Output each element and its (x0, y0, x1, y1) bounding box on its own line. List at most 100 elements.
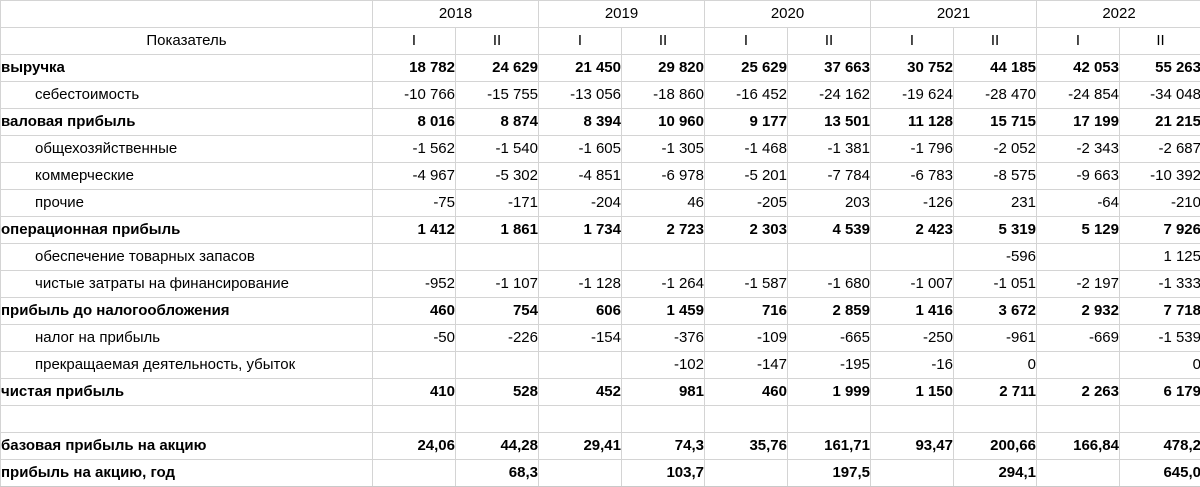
value-cell[interactable]: -2 687 (1119, 135, 1200, 163)
value-cell[interactable]: -9 663 (1036, 162, 1120, 190)
half-header[interactable]: II (455, 27, 539, 55)
value-cell[interactable] (870, 405, 954, 433)
value-cell[interactable]: 8 016 (372, 108, 456, 136)
value-cell[interactable]: -1 587 (704, 270, 788, 298)
value-cell[interactable]: 0 (1119, 351, 1200, 379)
value-cell[interactable]: 18 782 (372, 54, 456, 82)
value-cell[interactable]: -669 (1036, 324, 1120, 352)
value-cell[interactable]: -24 854 (1036, 81, 1120, 109)
value-cell[interactable]: 754 (455, 297, 539, 325)
value-cell[interactable] (1036, 405, 1120, 433)
value-cell[interactable]: 2 303 (704, 216, 788, 244)
value-cell[interactable]: 24 629 (455, 54, 539, 82)
value-cell[interactable]: 1 459 (621, 297, 705, 325)
value-cell[interactable]: 5 129 (1036, 216, 1120, 244)
value-cell[interactable] (455, 405, 539, 433)
value-cell[interactable] (621, 405, 705, 433)
value-cell[interactable]: -28 470 (953, 81, 1037, 109)
value-cell[interactable]: 0 (953, 351, 1037, 379)
value-cell[interactable] (870, 243, 954, 271)
value-cell[interactable]: 11 128 (870, 108, 954, 136)
value-cell[interactable]: 46 (621, 189, 705, 217)
value-cell[interactable] (870, 459, 954, 487)
value-cell[interactable]: -126 (870, 189, 954, 217)
value-cell[interactable]: 44,28 (455, 432, 539, 460)
value-cell[interactable] (787, 405, 871, 433)
value-cell[interactable]: 1 412 (372, 216, 456, 244)
value-cell[interactable]: -10 392 (1119, 162, 1200, 190)
value-cell[interactable]: 17 199 (1036, 108, 1120, 136)
value-cell[interactable]: 6 179 (1119, 378, 1200, 406)
year-header-2018[interactable]: 2018 (372, 0, 539, 28)
value-cell[interactable]: 231 (953, 189, 1037, 217)
value-cell[interactable]: 29,41 (538, 432, 622, 460)
value-cell[interactable]: 3 672 (953, 297, 1037, 325)
row-label-cell[interactable]: прекращаемая деятельность, убыток (0, 351, 373, 379)
value-cell[interactable]: 93,47 (870, 432, 954, 460)
row-label-cell[interactable]: прибыль на акцию, год (0, 459, 373, 487)
value-cell[interactable]: -596 (953, 243, 1037, 271)
value-cell[interactable] (538, 351, 622, 379)
value-cell[interactable]: -1 381 (787, 135, 871, 163)
value-cell[interactable]: -226 (455, 324, 539, 352)
corner-cell[interactable] (0, 0, 373, 28)
value-cell[interactable]: 981 (621, 378, 705, 406)
value-cell[interactable]: 1 861 (455, 216, 539, 244)
value-cell[interactable]: -64 (1036, 189, 1120, 217)
value-cell[interactable]: -1 128 (538, 270, 622, 298)
value-cell[interactable]: -2 343 (1036, 135, 1120, 163)
half-header[interactable]: II (953, 27, 1037, 55)
value-cell[interactable] (372, 351, 456, 379)
value-cell[interactable]: -205 (704, 189, 788, 217)
half-header[interactable]: I (704, 27, 788, 55)
value-cell[interactable]: 44 185 (953, 54, 1037, 82)
value-cell[interactable]: -8 575 (953, 162, 1037, 190)
value-cell[interactable]: -102 (621, 351, 705, 379)
value-cell[interactable]: -10 766 (372, 81, 456, 109)
value-cell[interactable]: 716 (704, 297, 788, 325)
row-label-cell[interactable]: прибыль до налогообложения (0, 297, 373, 325)
value-cell[interactable]: -1 468 (704, 135, 788, 163)
value-cell[interactable]: -16 (870, 351, 954, 379)
value-cell[interactable]: -171 (455, 189, 539, 217)
value-cell[interactable] (538, 405, 622, 433)
value-cell[interactable]: 30 752 (870, 54, 954, 82)
value-cell[interactable]: 197,5 (787, 459, 871, 487)
year-header-2019[interactable]: 2019 (538, 0, 705, 28)
value-cell[interactable]: -961 (953, 324, 1037, 352)
value-cell[interactable]: -1 107 (455, 270, 539, 298)
value-cell[interactable] (1036, 459, 1120, 487)
value-cell[interactable]: 410 (372, 378, 456, 406)
half-header[interactable]: I (1036, 27, 1120, 55)
value-cell[interactable] (455, 243, 539, 271)
value-cell[interactable]: 294,1 (953, 459, 1037, 487)
value-cell[interactable] (787, 243, 871, 271)
value-cell[interactable]: 606 (538, 297, 622, 325)
value-cell[interactable]: 2 711 (953, 378, 1037, 406)
value-cell[interactable]: 21 215 (1119, 108, 1200, 136)
indicator-header[interactable]: Показатель (0, 27, 373, 55)
value-cell[interactable] (621, 243, 705, 271)
value-cell[interactable]: 55 263 (1119, 54, 1200, 82)
value-cell[interactable]: -2 052 (953, 135, 1037, 163)
row-label-cell[interactable]: валовая прибыль (0, 108, 373, 136)
value-cell[interactable]: -75 (372, 189, 456, 217)
value-cell[interactable]: 9 177 (704, 108, 788, 136)
value-cell[interactable] (704, 405, 788, 433)
value-cell[interactable]: -1 539 (1119, 324, 1200, 352)
row-label-cell[interactable]: чистая прибыль (0, 378, 373, 406)
half-header[interactable]: II (1119, 27, 1200, 55)
year-header-2021[interactable]: 2021 (870, 0, 1037, 28)
value-cell[interactable]: -1 264 (621, 270, 705, 298)
value-cell[interactable]: -2 197 (1036, 270, 1120, 298)
value-cell[interactable]: 645,0 (1119, 459, 1200, 487)
value-cell[interactable]: 460 (704, 378, 788, 406)
value-cell[interactable]: -1 051 (953, 270, 1037, 298)
value-cell[interactable]: -1 305 (621, 135, 705, 163)
value-cell[interactable]: 4 539 (787, 216, 871, 244)
value-cell[interactable]: -34 048 (1119, 81, 1200, 109)
value-cell[interactable]: -7 784 (787, 162, 871, 190)
value-cell[interactable]: -13 056 (538, 81, 622, 109)
value-cell[interactable]: 5 319 (953, 216, 1037, 244)
half-header[interactable]: II (621, 27, 705, 55)
